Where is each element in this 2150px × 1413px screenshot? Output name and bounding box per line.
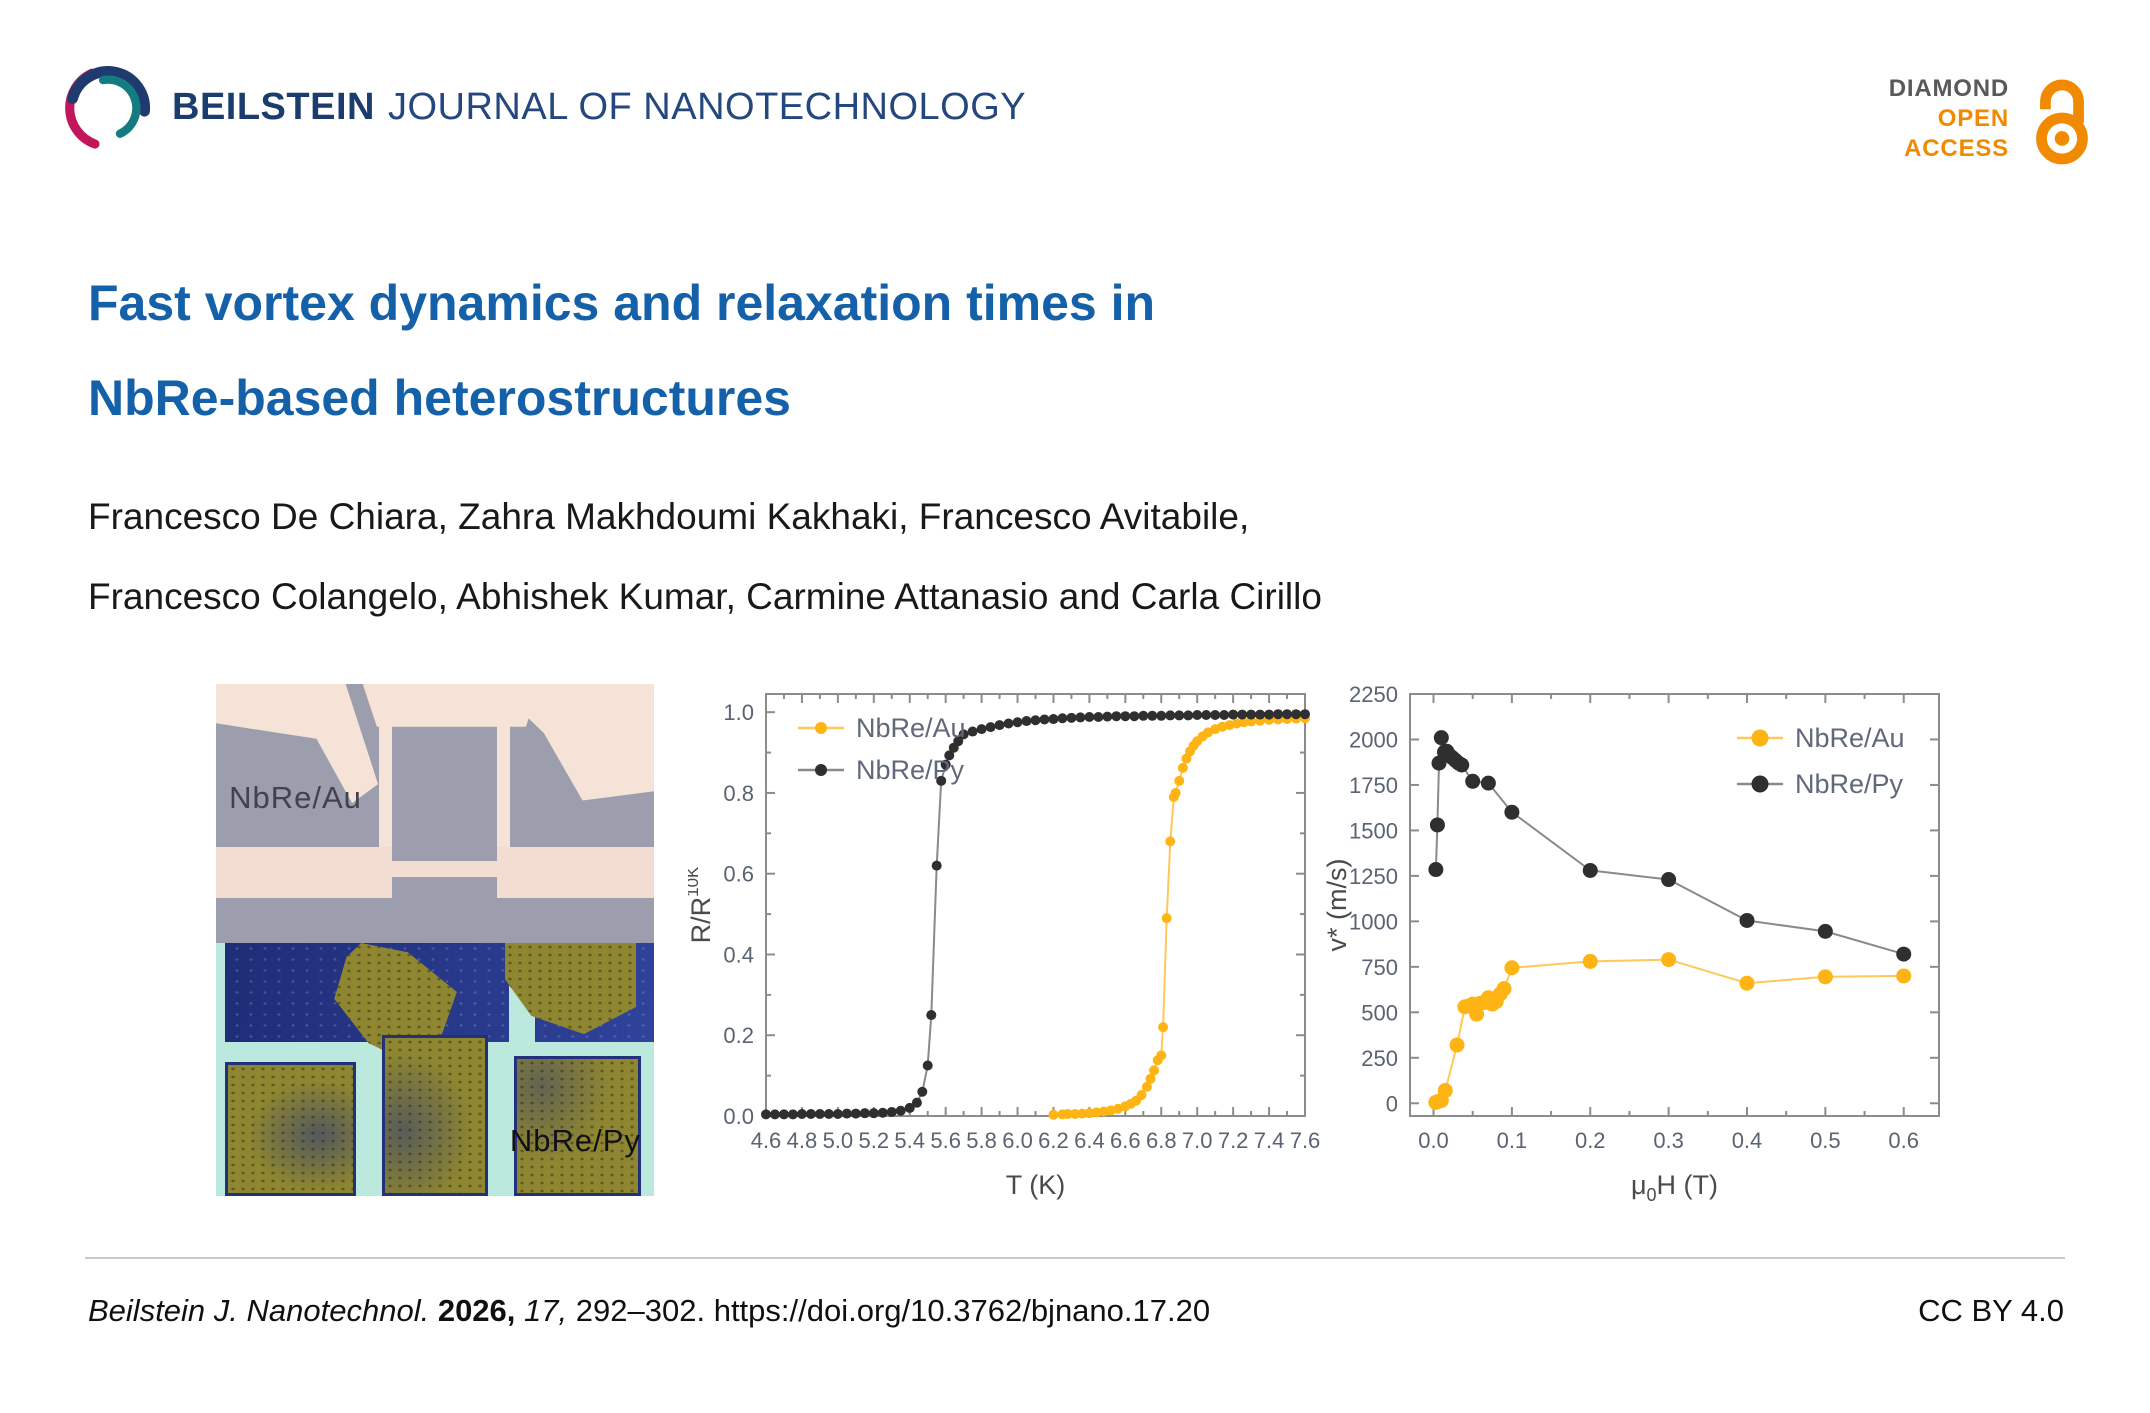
- micrograph-image: NbRe/Au NbRe/Py: [216, 684, 654, 1196]
- svg-text:5.0: 5.0: [823, 1128, 854, 1153]
- svg-text:250: 250: [1361, 1046, 1398, 1071]
- svg-text:1000: 1000: [1349, 909, 1398, 934]
- svg-text:6.0: 6.0: [1002, 1128, 1033, 1153]
- substrate-gap: [216, 943, 225, 1042]
- svg-text:0.8: 0.8: [723, 781, 754, 806]
- micrograph-nbre-py-half: NbRe/Py: [216, 943, 654, 1196]
- badge-open-label: OPEN: [1937, 105, 2009, 132]
- page-title: Fast vortex dynamics and relaxation time…: [88, 256, 1155, 446]
- svg-text:2000: 2000: [1349, 727, 1398, 752]
- journal-name: BEILSTEIN JOURNAL OF NANOTECHNOLOGY: [172, 86, 1026, 129]
- svg-text:T (K): T (K): [1006, 1170, 1066, 1200]
- svg-text:0.5: 0.5: [1810, 1128, 1841, 1153]
- svg-text:7.0: 7.0: [1182, 1128, 1213, 1153]
- svg-text:1500: 1500: [1349, 818, 1398, 843]
- svg-text:6.8: 6.8: [1146, 1128, 1177, 1153]
- open-access-badge: DIAMOND OPEN ACCESS: [1889, 72, 2100, 166]
- svg-text:1250: 1250: [1349, 864, 1398, 889]
- svg-text:0.2: 0.2: [723, 1023, 754, 1048]
- svg-text:7.4: 7.4: [1254, 1128, 1285, 1153]
- svg-text:0.3: 0.3: [1653, 1128, 1684, 1153]
- authors: Francesco De Chiara, Zahra Makhdoumi Kak…: [88, 477, 1322, 637]
- svg-text:NbRe/Py: NbRe/Py: [1795, 769, 1904, 799]
- svg-text:0.0: 0.0: [723, 1104, 754, 1129]
- open-access-badge-text: DIAMOND OPEN ACCESS: [1889, 74, 2009, 164]
- open-lock-icon: [2036, 79, 2088, 165]
- authors-line2: Francesco Colangelo, Abhishek Kumar, Car…: [88, 576, 1322, 617]
- citation-volume: 17,: [524, 1293, 568, 1328]
- contact-pad: [382, 1035, 488, 1196]
- svg-text:0.4: 0.4: [723, 942, 754, 967]
- substrate-gap: [392, 876, 498, 898]
- electrode-shape: [497, 720, 511, 858]
- svg-text:μ0H (T): μ0H (T): [1631, 1170, 1718, 1205]
- svg-text:0.1: 0.1: [1497, 1128, 1528, 1153]
- svg-text:6.6: 6.6: [1110, 1128, 1141, 1153]
- svg-text:7.6: 7.6: [1290, 1128, 1320, 1153]
- authors-line1: Francesco De Chiara, Zahra Makhdoumi Kak…: [88, 496, 1250, 537]
- svg-text:2250: 2250: [1349, 682, 1398, 707]
- svg-text:0: 0: [1386, 1091, 1398, 1116]
- micrograph-label-nbre-py: NbRe/Py: [509, 1122, 641, 1158]
- contact-pad: [224, 1061, 357, 1196]
- svg-text:5.2: 5.2: [859, 1128, 890, 1153]
- electrode-shape: [362, 684, 541, 727]
- page-title-line1: Fast vortex dynamics and relaxation time…: [88, 275, 1156, 331]
- citation-year: 2026,: [437, 1293, 516, 1328]
- license-label: CC BY 4.0: [1918, 1293, 2064, 1328]
- svg-text:5.6: 5.6: [930, 1128, 961, 1153]
- svg-text:0.2: 0.2: [1575, 1128, 1606, 1153]
- svg-text:4.8: 4.8: [787, 1128, 818, 1153]
- divider: [85, 1257, 2065, 1259]
- svg-text:5.8: 5.8: [966, 1128, 997, 1153]
- citation: Beilstein J. Nanotechnol. 2026, 17, 292–…: [88, 1293, 1210, 1329]
- journal-name-bold: BEILSTEIN: [172, 86, 375, 128]
- svg-text:NbRe/Py: NbRe/Py: [856, 755, 965, 785]
- citation-journal: Beilstein J. Nanotechnol.: [88, 1293, 430, 1328]
- electrode-shape: [505, 684, 654, 801]
- svg-text:0.0: 0.0: [1418, 1128, 1449, 1153]
- doi-link[interactable]: https://doi.org/10.3762/bjnano.17.20: [713, 1293, 1211, 1328]
- page-title-line2: NbRe-based heterostructures: [88, 370, 791, 426]
- svg-text:6.2: 6.2: [1038, 1128, 1069, 1153]
- svg-text:4.6: 4.6: [751, 1128, 782, 1153]
- svg-text:1.0: 1.0: [723, 700, 754, 725]
- svg-text:7.2: 7.2: [1218, 1128, 1249, 1153]
- contact-pad: [513, 1055, 641, 1196]
- svg-text:5.4: 5.4: [894, 1128, 925, 1153]
- svg-text:6.4: 6.4: [1074, 1128, 1105, 1153]
- badge-diamond-label: DIAMOND: [1888, 75, 2009, 102]
- substrate-gap: [392, 847, 498, 862]
- svg-text:500: 500: [1361, 1000, 1398, 1025]
- svg-text:750: 750: [1361, 955, 1398, 980]
- svg-text:0.4: 0.4: [1732, 1128, 1763, 1153]
- beilstein-logo-icon: [65, 66, 150, 149]
- citation-pages: 292–302.: [575, 1293, 706, 1328]
- svg-text:1750: 1750: [1349, 773, 1398, 798]
- svg-text:R/R10K: R/R10K: [688, 866, 716, 943]
- journal-name-rest: JOURNAL OF NANOTECHNOLOGY: [387, 86, 1027, 128]
- electrode-shape: [378, 720, 393, 858]
- svg-text:0.6: 0.6: [1888, 1128, 1919, 1153]
- svg-text:NbRe/Au: NbRe/Au: [856, 713, 966, 743]
- svg-text:NbRe/Au: NbRe/Au: [1795, 723, 1905, 753]
- badge-access-label: ACCESS: [1904, 135, 2009, 162]
- micrograph-nbre-au-half: NbRe/Au: [216, 684, 654, 943]
- svg-text:0.6: 0.6: [723, 862, 754, 887]
- svg-text:v* (m/s): v* (m/s): [1322, 859, 1352, 952]
- micrograph-label-nbre-au: NbRe/Au: [229, 779, 362, 815]
- resistance-vs-temperature-chart: 4.6 4.8 5.0 5.2 5.4 5.6 5.8 6.0 6.2 6.4 6.6 6.8 7.0 7…: [688, 693, 1320, 1200]
- velocity-vs-field-chart: 0.0 0.1 0.2 0.3 0.4 0.5 0.6 0 250 500 750 1000 1250 1…: [1322, 682, 1940, 1205]
